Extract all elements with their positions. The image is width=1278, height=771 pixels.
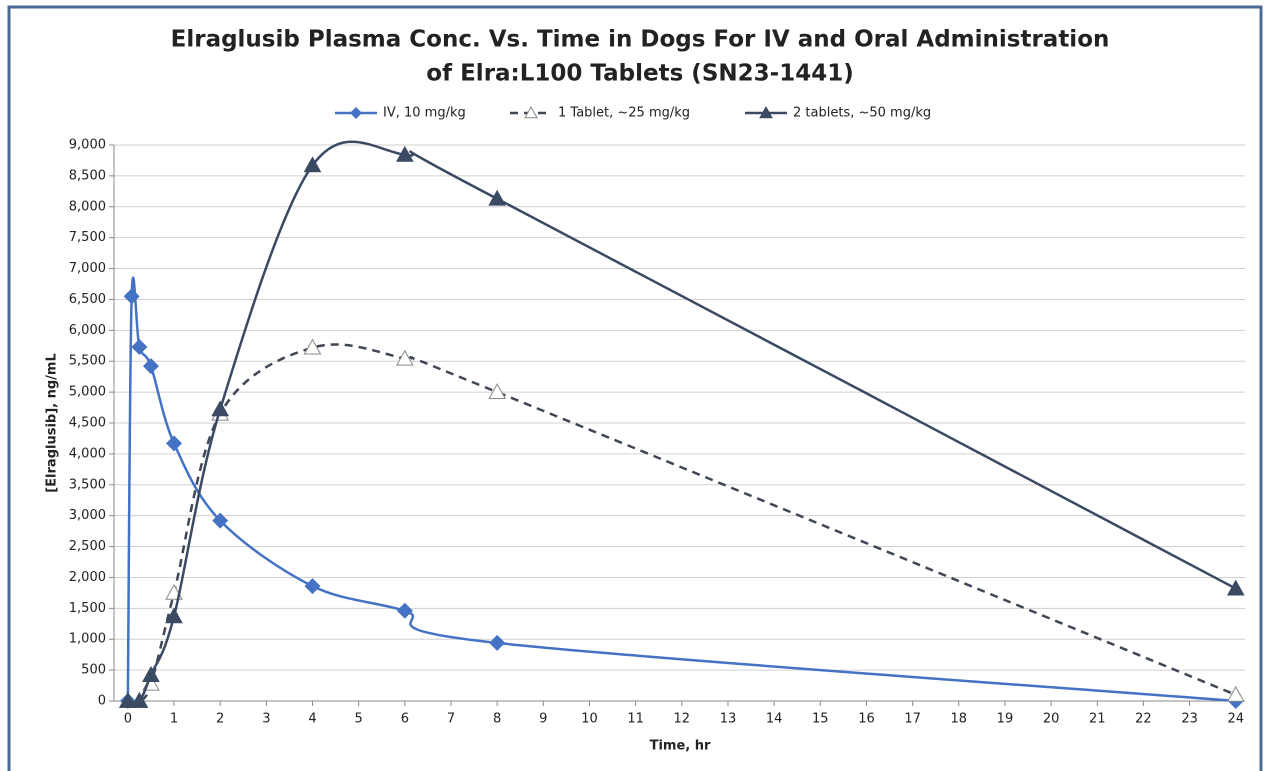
x-tick-label: 18 — [951, 712, 968, 727]
legend-label: 2 tablets, ~50 mg/kg — [793, 106, 931, 121]
marker — [488, 189, 507, 206]
y-tick-label: 3,500 — [69, 477, 106, 492]
chart-title: of Elra:L100 Tablets (SN23-1441) — [426, 61, 853, 87]
legend-marker — [350, 107, 362, 119]
marker — [142, 358, 159, 375]
marker — [489, 634, 506, 651]
marker — [142, 666, 160, 682]
frame — [7, 5, 1263, 771]
y-tick-label: 0 — [98, 694, 106, 709]
legend-marker — [759, 105, 773, 119]
y-tick-label: 5,500 — [69, 354, 106, 369]
x-tick-label: 3 — [262, 712, 270, 727]
marker — [1226, 685, 1245, 702]
y-tick-label: 2,000 — [69, 570, 106, 585]
marker — [1226, 579, 1245, 596]
marker — [165, 607, 183, 624]
x-tick-label: 8 — [493, 712, 501, 727]
x-tick-label: 23 — [1181, 712, 1198, 727]
x-tick-label: 24 — [1227, 712, 1244, 727]
legend-label: 1 Tablet, ~25 mg/kg — [558, 106, 690, 121]
y-tick-label: 8,000 — [69, 199, 106, 214]
x-tick-label: 19 — [997, 712, 1014, 727]
marker — [212, 512, 229, 529]
legend-marker — [524, 105, 538, 119]
y-tick-label: 4,500 — [69, 416, 106, 431]
x-tick-label: 11 — [627, 712, 644, 727]
x-tick-label: 20 — [1043, 712, 1060, 727]
x-tick-label: 4 — [308, 712, 316, 727]
x-tick-label: 7 — [447, 712, 455, 727]
marker — [304, 578, 321, 595]
marker — [123, 288, 140, 305]
x-tick-label: 14 — [766, 712, 783, 727]
y-tick-label: 7,500 — [69, 230, 106, 245]
y-tick-label: 7,000 — [69, 261, 106, 276]
x-tick-label: 17 — [904, 712, 921, 727]
x-tick-label: 16 — [858, 712, 875, 727]
x-tick-label: 13 — [720, 712, 737, 727]
chart-title: Elraglusib Plasma Conc. Vs. Time in Dogs… — [171, 27, 1110, 53]
y-tick-label: 6,500 — [69, 292, 106, 307]
marker — [396, 602, 413, 619]
x-tick-label: 22 — [1135, 712, 1152, 727]
y-tick-label: 1,000 — [69, 632, 106, 647]
marker — [303, 338, 322, 355]
y-tick-label: 2,500 — [69, 539, 106, 554]
y-tick-label: 9,000 — [69, 138, 106, 153]
y-axis-label: [Elraglusib], ng/mL — [45, 353, 60, 493]
marker — [395, 145, 414, 162]
x-tick-label: 1 — [170, 712, 178, 727]
x-tick-label: 5 — [355, 712, 363, 727]
x-axis-label: Time, hr — [650, 739, 711, 754]
marker — [166, 435, 183, 452]
marker — [211, 400, 230, 417]
marker — [488, 383, 507, 400]
marker — [131, 339, 148, 356]
y-tick-label: 500 — [81, 663, 106, 678]
y-tick-label: 1,500 — [69, 601, 106, 616]
legend-label: IV, 10 mg/kg — [383, 106, 466, 121]
x-tick-label: 15 — [812, 712, 829, 727]
marker — [395, 349, 414, 366]
x-tick-label: 10 — [581, 712, 598, 727]
y-tick-label: 3,000 — [69, 508, 106, 523]
y-tick-label: 8,500 — [69, 168, 106, 183]
marker — [130, 691, 149, 708]
x-tick-label: 2 — [216, 712, 224, 727]
y-tick-label: 5,000 — [69, 385, 106, 400]
x-tick-label: 12 — [674, 712, 691, 727]
x-tick-label: 21 — [1089, 712, 1106, 727]
x-tick-label: 9 — [539, 712, 547, 727]
y-tick-label: 4,000 — [69, 446, 106, 461]
marker — [118, 691, 137, 708]
marker — [303, 156, 322, 173]
x-tick-label: 6 — [401, 712, 409, 727]
y-tick-label: 6,000 — [69, 323, 106, 338]
x-tick-label: 0 — [124, 712, 132, 727]
